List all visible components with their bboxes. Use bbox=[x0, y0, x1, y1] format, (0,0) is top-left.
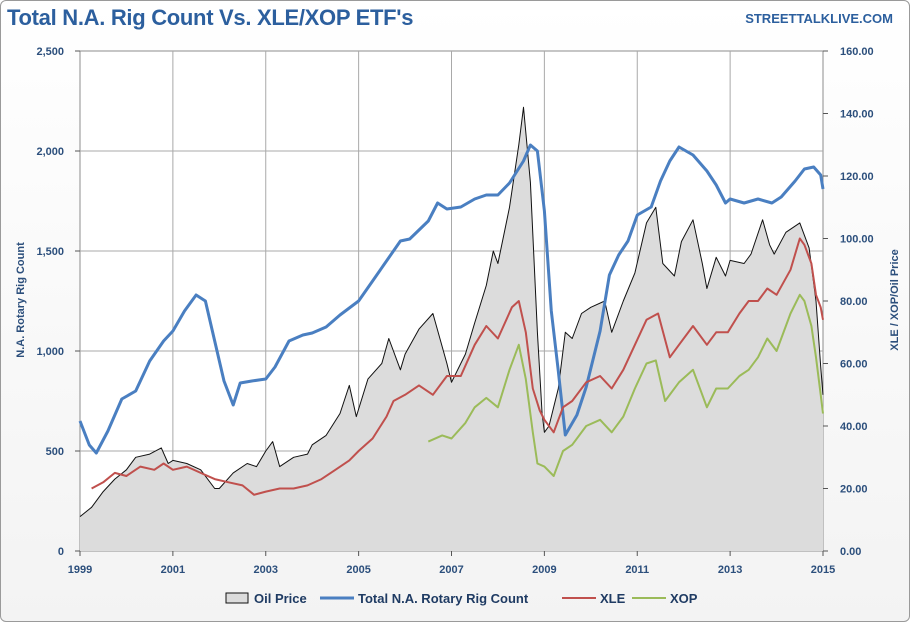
series-line-xop bbox=[427, 293, 824, 477]
x-tick-label: 2015 bbox=[811, 564, 835, 576]
y-right-tick-label: 40.00 bbox=[840, 421, 868, 433]
y-right-axis-title: XLE / XOP/Oil Price bbox=[889, 249, 901, 350]
axes: 1999 2001 2003 2005 2007 2009 2011 2013 2015 0 500… bbox=[36, 46, 873, 576]
y-right-tick-label: 100.00 bbox=[840, 234, 874, 246]
series-line-total-n-a-rotary-rig-count bbox=[78, 143, 825, 455]
legend-label-xle: XLE bbox=[600, 591, 626, 606]
legend-label-xop: XOP bbox=[670, 591, 698, 606]
y-right-tick-label: 140.00 bbox=[840, 109, 874, 121]
x-tick-label: 2005 bbox=[346, 564, 370, 576]
x-tick-label: 1999 bbox=[68, 564, 92, 576]
legend-label-oil-price: Oil Price bbox=[254, 591, 307, 606]
y-right-tick-label: 0.00 bbox=[840, 546, 861, 558]
y-left-tick-label: 2,500 bbox=[36, 46, 64, 58]
chart-title: Total N.A. Rig Count Vs. XLE/XOP ETF's bbox=[7, 5, 414, 30]
y-left-tick-label: 500 bbox=[46, 446, 64, 458]
series-line-oil-price bbox=[79, 106, 824, 517]
y-left-tick-label: 1,500 bbox=[36, 246, 64, 258]
x-tick-label: 2011 bbox=[625, 564, 649, 576]
source-label: STREETTALKLIVE.COM bbox=[745, 11, 893, 26]
legend-label-total-n-a-rotary-rig-count: Total N.A. Rotary Rig Count bbox=[358, 591, 529, 606]
legend: Oil Price Total N.A. Rotary Rig Count XLE X… bbox=[225, 591, 698, 606]
y-left-axis-title: N.A. Rotary Rig Count bbox=[15, 242, 27, 358]
x-tick-label: 2009 bbox=[532, 564, 556, 576]
series-area-oil-price bbox=[80, 107, 823, 552]
y-left-tick-label: 0 bbox=[58, 546, 64, 558]
y-left-tick-label: 2,000 bbox=[36, 146, 64, 158]
x-tick-label: 2007 bbox=[439, 564, 463, 576]
series-marks bbox=[78, 106, 825, 552]
y-right-tick-label: 20.00 bbox=[840, 484, 868, 496]
x-tick-label: 2001 bbox=[161, 564, 185, 576]
y-right-tick-label: 120.00 bbox=[840, 171, 874, 183]
legend-swatch-oil-price bbox=[225, 592, 249, 604]
x-tick-label: 2013 bbox=[718, 564, 742, 576]
y-right-tick-label: 60.00 bbox=[840, 359, 868, 371]
y-right-tick-label: 80.00 bbox=[840, 296, 868, 308]
y-right-tick-label: 160.00 bbox=[840, 46, 874, 58]
x-tick-label: 2003 bbox=[254, 564, 278, 576]
series-line-xle bbox=[91, 237, 824, 496]
y-left-tick-label: 1,000 bbox=[36, 346, 64, 358]
